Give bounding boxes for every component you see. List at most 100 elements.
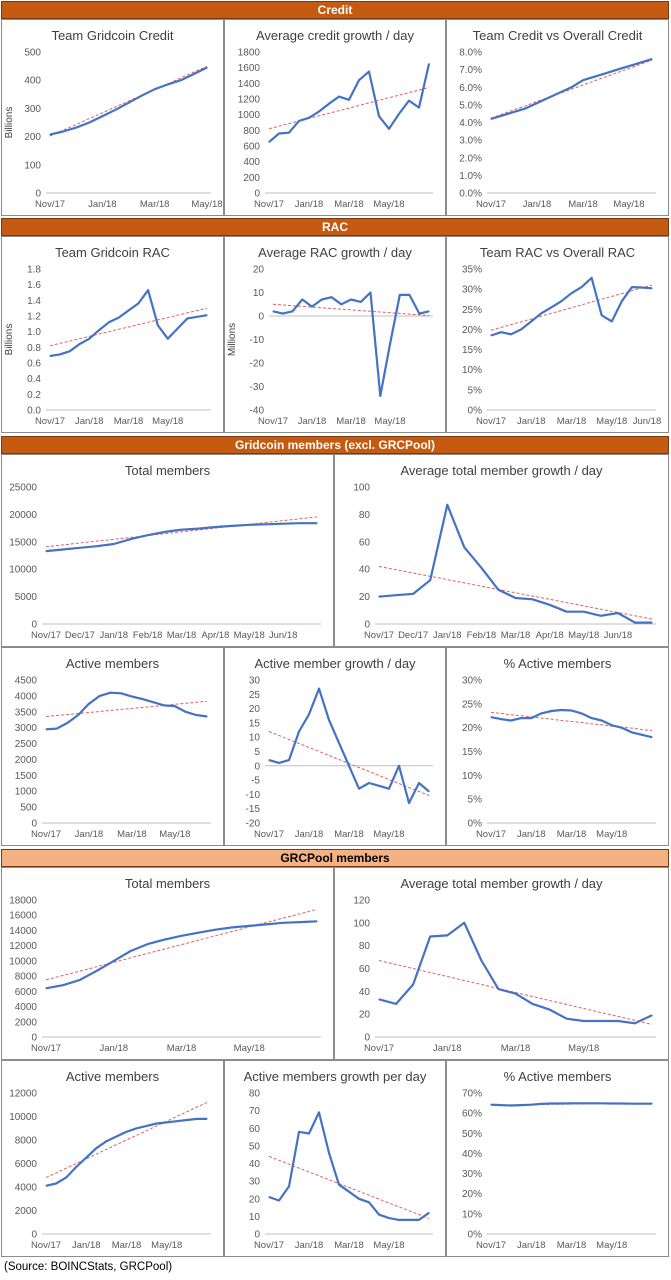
chart13-point	[206, 1118, 208, 1120]
chart4-point	[360, 301, 362, 303]
chart5-point	[651, 287, 653, 289]
chart-credit-growth: Average credit growth / day 0 200 400 600 800…	[238, 28, 433, 210]
chart11-point	[197, 932, 200, 934]
chart0-ytick: 0	[35, 189, 41, 200]
chart4-ytick: -20	[250, 359, 265, 370]
chart14-ytick: 80	[249, 1089, 261, 1100]
chart7-xtick: Feb/18	[467, 630, 497, 641]
chart-panel-gc-active-members: Active members 0 500 1000 1500 2000 2500 3000 35…	[1, 647, 224, 846]
chart7-point	[395, 594, 397, 596]
chart3-point	[118, 316, 120, 319]
chart6-point	[180, 529, 183, 531]
chart0-xtick: Mar/18	[140, 199, 170, 210]
chart11-point	[265, 923, 267, 925]
chart13-series-line	[45, 1117, 207, 1187]
chart12-point	[480, 959, 482, 962]
chart2-ytick: 8.0%	[459, 48, 482, 59]
chart14-xtick: Nov/17	[254, 1240, 284, 1251]
chart12-ytick: 80	[359, 941, 371, 952]
chart5-title: Team RAC vs Overall RAC	[480, 245, 635, 260]
chart9-xtick: Mar/18	[334, 829, 364, 840]
chart7-point	[651, 622, 653, 624]
chart0-point	[101, 115, 103, 117]
chart13-point	[65, 1177, 67, 1179]
chart14-point	[368, 1201, 370, 1203]
chart1-point	[388, 128, 390, 130]
chart5-xtick: Jan/18	[517, 416, 546, 427]
chart0-point	[127, 102, 130, 104]
chart1-point	[308, 117, 310, 119]
chart10-point	[580, 712, 583, 714]
chart12-ytick: 120	[353, 896, 370, 907]
chart13-xtick: Jan/18	[72, 1240, 101, 1251]
chart3-ylabel: Billions	[4, 324, 15, 356]
chart2-point	[490, 118, 492, 120]
chart1-ytick: 800	[243, 126, 260, 137]
chart9-point	[308, 713, 310, 715]
chart15-ytick: 40%	[462, 1149, 482, 1160]
chart11-ytick: 8000	[15, 972, 38, 983]
chart7-xtick: Jan/18	[433, 630, 462, 641]
chart0-ytick: 200	[24, 132, 41, 143]
chart7-point	[566, 611, 568, 613]
chart-gc-total-growth: Average total member growth / day 0 20 40 60…	[353, 463, 656, 641]
chart13-xtick: Mar/18	[112, 1240, 142, 1251]
chart2-ytick: 0.0%	[459, 189, 482, 200]
chart13-point	[166, 1121, 168, 1123]
chart2-point	[605, 72, 607, 74]
chart7-point	[446, 504, 448, 506]
chart11-ytick: 2000	[15, 1017, 38, 1028]
chart6-xtick: Feb/18	[133, 630, 163, 641]
chart7-point	[549, 604, 551, 606]
chart14-ytick: 10	[249, 1212, 261, 1223]
chart8-point	[152, 701, 154, 703]
chart2-xtick: Nov/17	[476, 199, 506, 210]
chart14-ytick: 20	[249, 1194, 261, 1205]
chart9-point	[358, 788, 360, 790]
chart6-ytick: 15000	[9, 537, 37, 548]
chart7-point	[429, 579, 431, 581]
chart11-ytick: 0	[31, 1033, 37, 1044]
chart5-point	[601, 314, 603, 316]
chart6-point	[96, 545, 98, 547]
chart10-point	[641, 734, 643, 736]
chart1-ytick: 1600	[238, 63, 261, 74]
chart0-point	[114, 109, 117, 111]
chart10-point	[550, 710, 552, 712]
chart3-ytick: 1.6	[27, 280, 41, 291]
chart11-point	[299, 921, 301, 923]
chart14-ytick: 50	[249, 1141, 261, 1152]
chart4-ytick: 0	[258, 312, 264, 323]
chart12-point	[463, 922, 465, 924]
chart12-point	[600, 1020, 602, 1022]
chart8-ytick: 0	[31, 819, 37, 830]
chart9-ytick: -5	[251, 776, 260, 787]
chart10-point	[631, 731, 633, 734]
chart9-title: Active member growth / day	[254, 656, 416, 671]
chart7-ytick: 80	[359, 510, 371, 521]
chart1-point	[298, 120, 300, 122]
chart2-ytick: 3.0%	[459, 136, 482, 147]
chart14-point	[268, 1196, 270, 1198]
chart4-point	[340, 303, 342, 305]
chart5-trend-line	[490, 284, 653, 331]
chart8-ytick: 1000	[15, 787, 38, 798]
chart14-point	[338, 1184, 340, 1186]
chart1-point	[268, 141, 270, 143]
chart10-point	[611, 724, 613, 726]
chart14-point	[288, 1185, 290, 1188]
chart10-ytick: 20%	[462, 723, 482, 734]
chart6-point	[214, 526, 216, 528]
chart10-point	[510, 719, 512, 722]
chart1-point	[418, 107, 420, 109]
chart9-ytick: 10	[249, 733, 261, 744]
chart6-point	[316, 522, 318, 524]
chart9-point	[388, 788, 390, 790]
chart-gc-active-pct: % Active members 0% 5% 10% 15% 20% 25% 30% Nov/1…	[462, 656, 656, 840]
chart6-xtick: Jan/18	[99, 630, 128, 641]
chart8-point	[131, 695, 133, 698]
chart4-ytick: -30	[250, 382, 265, 393]
chart7-point	[600, 615, 602, 617]
chart4-point	[272, 310, 274, 312]
chart8-ytick: 1500	[15, 771, 38, 782]
